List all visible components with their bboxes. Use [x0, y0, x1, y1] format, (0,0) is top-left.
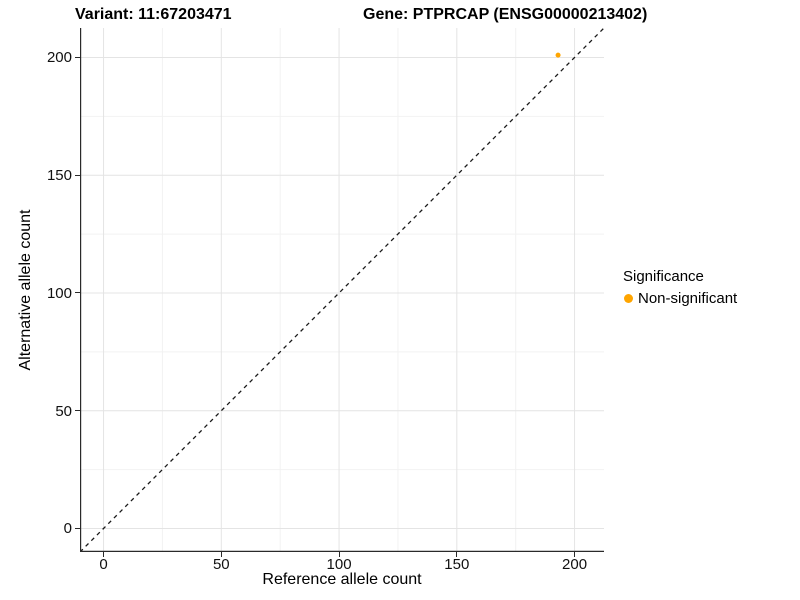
plot-panel [80, 28, 604, 552]
legend-items: Non-significant [623, 289, 737, 308]
identity-dashed-line [80, 28, 604, 552]
legend: Significance Non-significant [623, 267, 737, 308]
y-tick-mark [75, 527, 80, 529]
x-tick-label: 100 [326, 556, 352, 573]
legend-point-icon [624, 294, 633, 303]
y-tick-mark [75, 56, 80, 58]
x-tick-mark [103, 552, 105, 557]
plot-title-variant: Variant: 11:67203471 [75, 6, 232, 23]
y-tick-mark [75, 174, 80, 176]
data-point [555, 52, 561, 58]
y-tick-label: 150 [46, 167, 72, 185]
y-tick-mark [75, 292, 80, 294]
x-tick-mark [338, 552, 340, 557]
x-tick-label: 150 [444, 556, 470, 573]
x-tick-label: 50 [212, 556, 230, 573]
x-axis-title: Reference allele count [262, 571, 422, 588]
y-tick-label: 100 [46, 284, 72, 302]
plot-canvas [80, 28, 604, 552]
x-tick-mark [574, 552, 576, 557]
y-tick-label: 0 [63, 520, 72, 538]
legend-item: Non-significant [623, 289, 737, 308]
y-tick-label: 50 [55, 402, 72, 420]
y-tick-mark [75, 410, 80, 412]
legend-title: Significance [623, 268, 704, 285]
x-tick-mark [220, 552, 222, 557]
legend-item-label: Non-significant [638, 290, 738, 307]
x-tick-mark [456, 552, 458, 557]
y-tick-label: 200 [46, 49, 72, 67]
x-tick-label: 200 [562, 556, 588, 573]
x-tick-label: 0 [99, 556, 108, 573]
plot-title-gene: Gene: PTPRCAP (ENSG00000213402) [363, 6, 648, 23]
